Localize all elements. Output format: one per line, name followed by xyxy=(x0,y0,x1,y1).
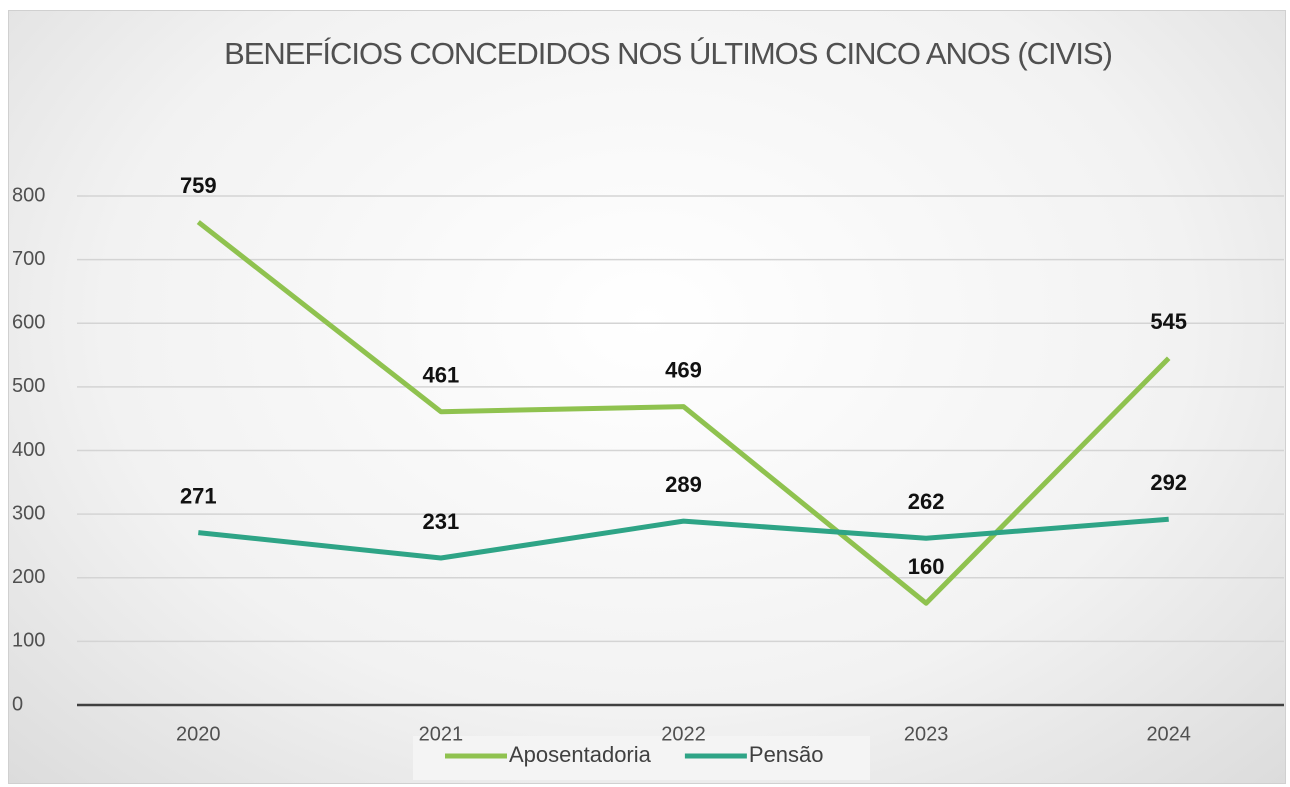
y-tick-label: 800 xyxy=(12,184,45,206)
data-label: 461 xyxy=(423,363,460,388)
y-tick-label: 600 xyxy=(12,312,45,334)
data-label: 292 xyxy=(1150,470,1187,495)
x-tick-label: 2023 xyxy=(904,723,949,745)
y-tick-label: 500 xyxy=(12,375,45,397)
legend-label: Aposentadoria xyxy=(509,742,652,767)
x-tick-label: 2024 xyxy=(1146,723,1191,745)
data-label: 469 xyxy=(665,357,702,382)
y-tick-label: 200 xyxy=(12,566,45,588)
data-label: 262 xyxy=(908,489,945,514)
series-line xyxy=(198,516,1169,561)
y-tick-label: 0 xyxy=(12,693,23,715)
x-tick-label: 2020 xyxy=(176,723,221,745)
chart-title: BENEFÍCIOS CONCEDIDOS NOS ÚLTIMOS CINCO … xyxy=(224,36,1113,71)
y-tick-label: 100 xyxy=(12,630,45,652)
y-tick-label: 700 xyxy=(12,248,45,270)
series-line xyxy=(196,220,1171,606)
y-tick-label: 400 xyxy=(12,439,45,461)
data-label: 271 xyxy=(180,483,217,508)
data-label: 545 xyxy=(1150,309,1187,334)
data-label: 231 xyxy=(423,509,460,534)
chart-frame xyxy=(8,10,1286,784)
y-tick-label: 300 xyxy=(12,502,45,524)
data-label: 289 xyxy=(665,472,702,497)
data-label: 160 xyxy=(908,554,945,579)
x-tick-label: 2022 xyxy=(661,723,706,745)
data-label: 759 xyxy=(180,173,217,198)
legend-label: Pensão xyxy=(749,742,824,767)
x-tick-label: 2021 xyxy=(419,723,464,745)
